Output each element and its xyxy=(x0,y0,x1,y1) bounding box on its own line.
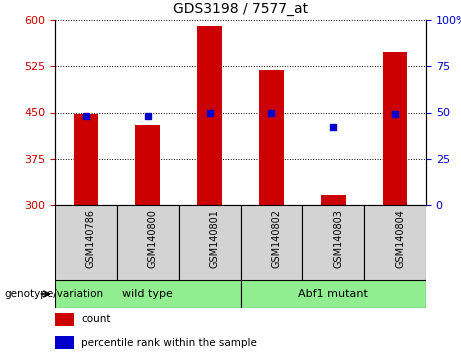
Bar xyxy=(179,205,241,280)
Text: GSM140801: GSM140801 xyxy=(210,209,219,268)
Title: GDS3198 / 7577_at: GDS3198 / 7577_at xyxy=(173,2,308,16)
Text: GSM140786: GSM140786 xyxy=(86,209,96,268)
Bar xyxy=(74,114,98,205)
Text: GSM140800: GSM140800 xyxy=(148,209,158,268)
Bar xyxy=(55,313,74,326)
Text: percentile rank within the sample: percentile rank within the sample xyxy=(81,337,257,348)
Text: genotype/variation: genotype/variation xyxy=(5,289,104,299)
Bar xyxy=(55,336,74,349)
Bar xyxy=(241,280,426,308)
Bar xyxy=(117,205,179,280)
Bar xyxy=(364,205,426,280)
Text: GSM140802: GSM140802 xyxy=(272,209,281,268)
Text: count: count xyxy=(81,314,111,325)
Text: GSM140804: GSM140804 xyxy=(395,209,405,268)
Text: wild type: wild type xyxy=(122,289,173,299)
Bar xyxy=(321,195,346,205)
Text: Abf1 mutant: Abf1 mutant xyxy=(298,289,368,299)
Bar xyxy=(383,52,408,205)
Bar xyxy=(136,125,160,205)
Text: GSM140803: GSM140803 xyxy=(333,209,343,268)
Bar xyxy=(302,205,364,280)
Bar xyxy=(55,280,241,308)
Bar xyxy=(55,205,117,280)
Bar xyxy=(197,25,222,205)
Bar xyxy=(241,205,302,280)
Bar xyxy=(259,70,284,205)
